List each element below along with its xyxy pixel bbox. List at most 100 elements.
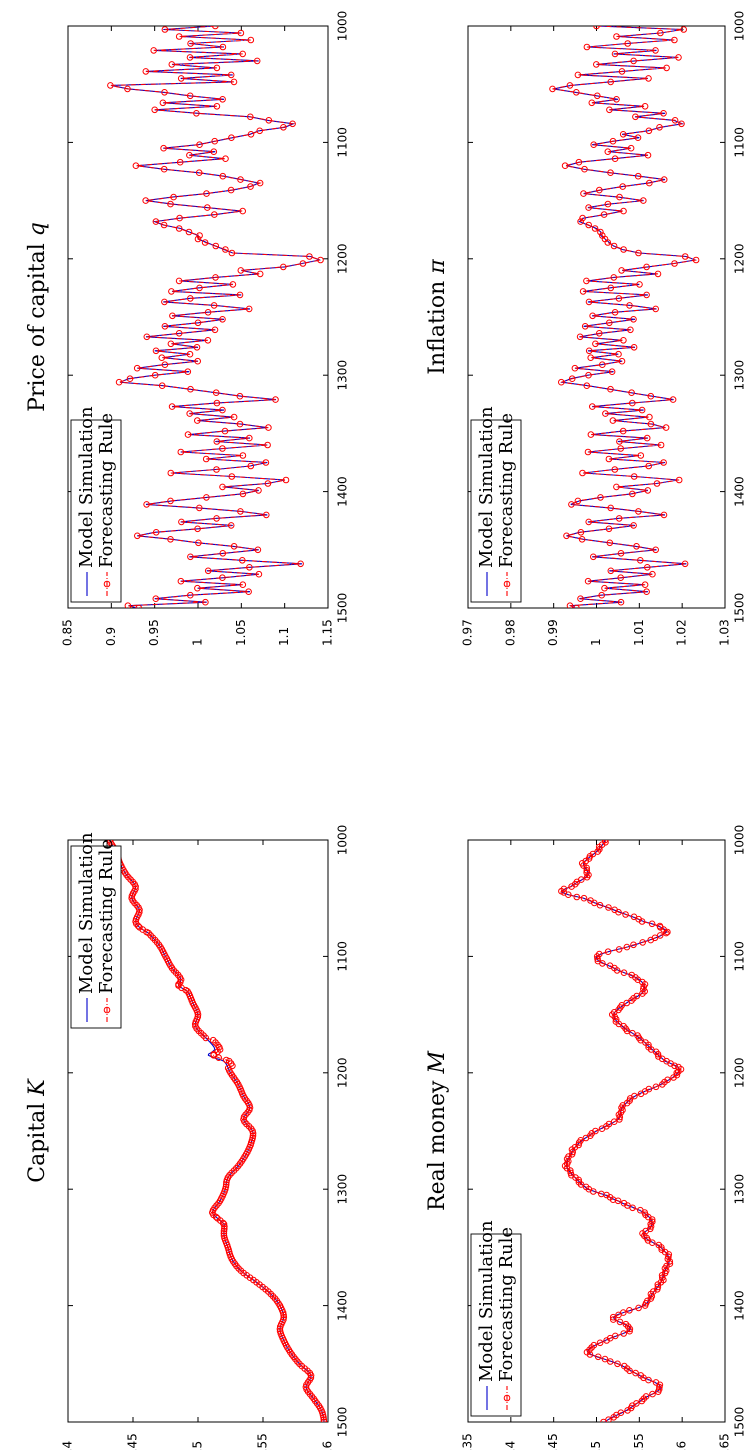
forecast-point: [210, 148, 218, 155]
y-tick-label: 1.15: [321, 619, 335, 646]
forecast-point: [626, 302, 633, 309]
legend-marker: [503, 1394, 511, 1402]
chart-title-symbol: K: [25, 1078, 50, 1097]
forecast-point: [249, 1132, 257, 1139]
forecast-point: [196, 141, 203, 148]
forecast-point: [600, 1418, 607, 1422]
forecast-point: [581, 165, 588, 173]
forecast-point: [673, 1069, 681, 1077]
x-tick-label: 1500: [336, 1407, 350, 1438]
forecast-point: [167, 200, 174, 208]
legend-label-forecast: Forecasting Rule: [496, 413, 517, 568]
forecast-point: [247, 36, 255, 44]
forecast-markers: [107, 26, 324, 608]
forecast-point: [159, 99, 167, 107]
forecast-point: [586, 1351, 594, 1358]
x-tick-label: 1100: [733, 941, 747, 972]
x-tick-label: 1000: [733, 825, 747, 856]
forecast-point: [204, 337, 212, 344]
forecast-point: [201, 239, 209, 246]
forecast-point: [638, 918, 646, 925]
forecast-point: [636, 281, 643, 288]
forecast-point: [601, 840, 609, 844]
forecast-point: [187, 385, 194, 393]
forecast-point: [585, 204, 592, 211]
forecast-point: [222, 1181, 230, 1188]
forecast-point: [627, 144, 635, 152]
forecast-point: [158, 354, 166, 362]
y-tick-label: 0.4: [503, 1441, 517, 1450]
forecast-point: [228, 249, 236, 257]
forecast-point: [219, 550, 227, 557]
forecast-point: [654, 1388, 662, 1395]
forecast-point: [175, 33, 183, 40]
forecast-point: [185, 228, 193, 236]
y-tick-label: 1.1: [277, 627, 291, 646]
forecast-point: [222, 155, 229, 162]
legend: Model Simulation Forecasting Rule: [470, 406, 522, 603]
forecast-point: [634, 172, 642, 180]
forecast-point: [299, 260, 307, 267]
legend: Model Simulation Forecasting Rule: [70, 832, 122, 1029]
forecast-point: [647, 1220, 655, 1228]
forecast-point: [211, 211, 218, 218]
forecast-point: [633, 543, 640, 550]
forecast-point: [616, 1318, 624, 1326]
forecast-point: [632, 113, 639, 121]
forecast-point: [186, 350, 194, 358]
y-tick-label: 0.65: [718, 1433, 732, 1450]
forecast-point: [617, 550, 625, 557]
forecast-point: [645, 127, 653, 135]
y-tick-label: 4.45: [126, 1433, 140, 1450]
forecast-point: [643, 263, 650, 271]
panels: 0.85 0.9 0.95 1 1.05 1.1 1.15 1000 1100 1200 1300 1…: [25, 11, 747, 1450]
forecast-point: [609, 1313, 617, 1321]
forecast-point: [619, 131, 627, 138]
forecast-point: [638, 406, 646, 414]
forecast-point: [253, 57, 261, 65]
forecast-point: [561, 162, 569, 169]
forecast-point: [246, 564, 253, 571]
forecast-point: [617, 445, 625, 452]
forecast-point: [605, 455, 613, 463]
forecast-point: [230, 543, 238, 550]
forecast-point: [571, 364, 579, 372]
forecast-point: [272, 396, 279, 403]
forecast-point: [227, 522, 235, 529]
forecast-point: [194, 417, 201, 424]
forecast-point: [614, 1360, 621, 1368]
forecast-point: [152, 529, 160, 536]
forecast-point: [161, 361, 169, 369]
forecast-point: [306, 253, 313, 260]
forecast-point: [239, 207, 246, 215]
forecast-point: [160, 165, 168, 173]
forecast-point: [220, 1230, 228, 1237]
forecast-point: [213, 64, 221, 72]
x-tick-label: 1400: [733, 1290, 747, 1321]
forecast-point: [671, 260, 678, 267]
forecast-point: [610, 274, 618, 281]
forecast-point: [263, 511, 270, 519]
x-tick-label: 1200: [733, 244, 747, 275]
forecast-point: [619, 183, 627, 190]
forecast-point: [613, 483, 620, 491]
forecast-point: [186, 410, 193, 417]
forecast-point: [573, 604, 580, 608]
forecast-point: [620, 969, 628, 977]
forecast-point: [611, 466, 619, 473]
forecast-point: [604, 148, 612, 155]
forecast-point: [219, 406, 226, 414]
forecast-point: [280, 124, 287, 131]
forecast-point: [580, 190, 587, 197]
forecast-point: [591, 899, 598, 907]
forecast-point: [645, 462, 653, 470]
forecast-point: [196, 284, 203, 292]
forecast-point: [256, 127, 264, 135]
forecast-point: [639, 939, 647, 946]
forecast-point: [228, 473, 236, 480]
forecast-point: [579, 469, 586, 477]
forecast-point: [213, 103, 221, 110]
forecast-point: [320, 1414, 327, 1421]
forecast-point: [213, 466, 220, 473]
forecast-point: [160, 144, 167, 152]
